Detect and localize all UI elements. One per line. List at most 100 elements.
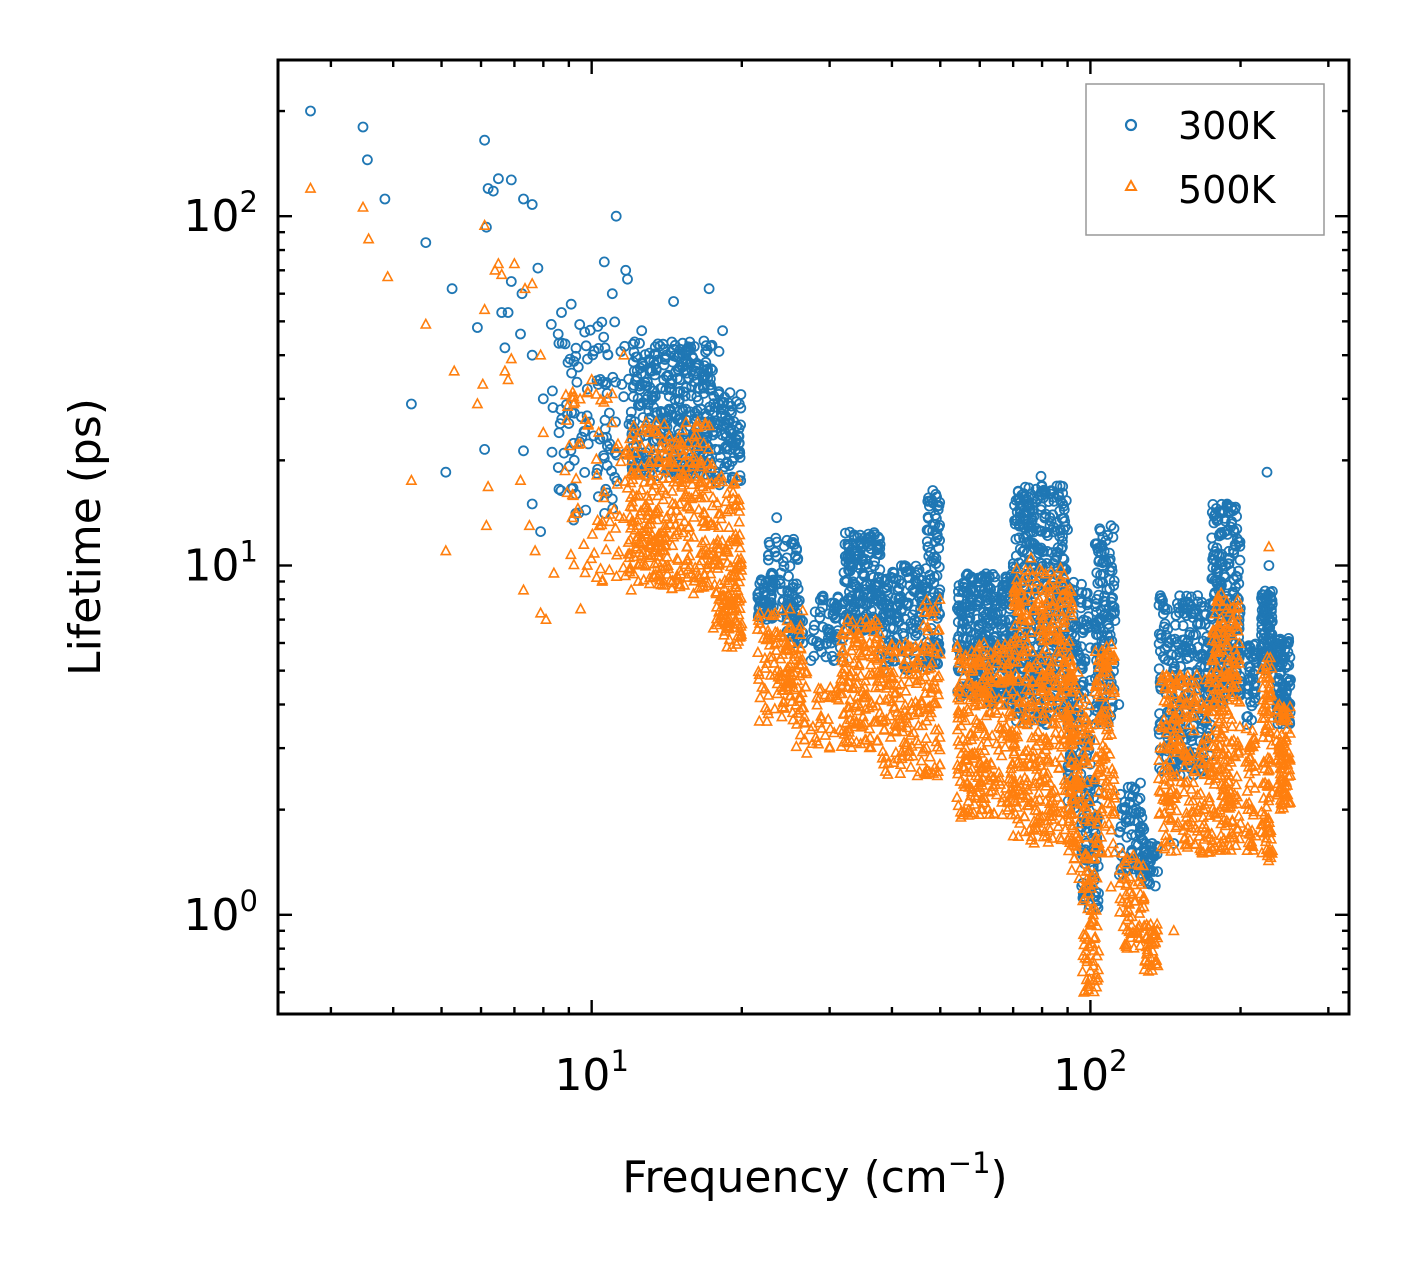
point-300k [674,347,685,359]
point-300k [600,483,612,495]
point-300k [1241,719,1253,730]
point-500k [564,548,577,560]
point-500k [526,277,539,289]
point-300k [618,391,630,403]
point-300k [482,183,494,194]
point-300k [1183,666,1195,678]
point-300k [700,356,712,368]
point-300k [552,462,564,473]
point-300k [960,582,972,594]
point-300k [1212,514,1224,526]
point-300k [1135,777,1146,789]
scatter-points [304,105,1297,997]
point-300k [980,630,992,641]
point-300k [627,391,639,403]
point-300k [668,296,679,307]
point-300k [1056,513,1068,525]
point-300k [625,406,637,418]
point-300k [1010,515,1022,527]
point-500k [586,527,599,539]
point-300k [1030,483,1042,495]
point-300k [841,576,852,588]
point-500k [577,537,590,550]
point-300k [879,575,891,587]
point-500k [600,543,613,555]
point-300k [634,362,646,374]
point-300k [565,298,577,310]
point-300k [912,567,923,578]
point-300k [1014,493,1026,504]
point-300k [553,483,565,495]
point-300k [961,568,973,580]
point-300k [759,589,771,601]
point-300k [632,393,644,405]
point-300k [606,288,618,300]
point-300k [649,369,661,381]
point-300k [976,618,988,629]
point-300k [707,429,719,441]
point-300k [1109,606,1120,617]
point-300k [635,398,647,410]
point-300k [1153,663,1165,675]
point-300k [479,443,491,455]
point-500k [405,473,418,486]
point-300k [1010,533,1022,545]
point-300k [814,606,826,618]
point-300k [622,273,633,285]
point-300k [564,353,576,365]
point-300k [765,569,777,581]
point-300k [934,534,945,546]
point-300k [805,633,817,645]
point-300k [723,397,734,409]
point-300k [961,613,973,625]
point-300k [692,382,704,394]
point-300k [662,369,674,381]
point-300k [535,526,546,537]
point-300k [1104,553,1116,565]
point-300k [787,582,799,594]
point-300k [933,561,945,573]
point-300k [809,619,820,631]
point-300k [721,458,732,469]
point-300k [1108,575,1120,587]
point-300k [1155,645,1166,657]
point-300k [1184,627,1196,638]
point-300k [556,337,568,349]
point-300k [1098,555,1109,567]
point-300k [1174,590,1186,602]
point-300k [1222,499,1234,511]
point-300k [566,367,577,379]
point-300k [1010,550,1022,562]
point-300k [683,343,695,355]
point-300k [674,361,685,373]
point-300k [556,307,567,318]
point-500k [478,218,491,230]
point-500k [999,740,1012,752]
point-500k [733,515,746,527]
point-300k [714,458,726,470]
point-300k [1089,538,1101,550]
point-500k [357,200,369,212]
point-500k [476,377,489,389]
point-500k [625,583,638,595]
point-500k [304,181,317,193]
point-300k [1153,628,1165,640]
point-300k [598,256,610,268]
point-300k [1104,629,1116,641]
point-300k [1023,505,1035,517]
point-500k [381,270,394,282]
point-300k [910,569,921,581]
point-300k [1183,651,1195,663]
point-300k [724,435,736,447]
point-300k [1107,531,1119,543]
point-300k [1105,520,1117,532]
point-300k [611,475,623,487]
point-300k [547,385,558,397]
point-300k [767,576,778,588]
point-300k [857,569,869,581]
point-300k [1199,661,1211,673]
point-300k [955,604,966,615]
point-300k [635,368,647,380]
point-300k [1143,875,1155,887]
point-300k [361,154,373,166]
